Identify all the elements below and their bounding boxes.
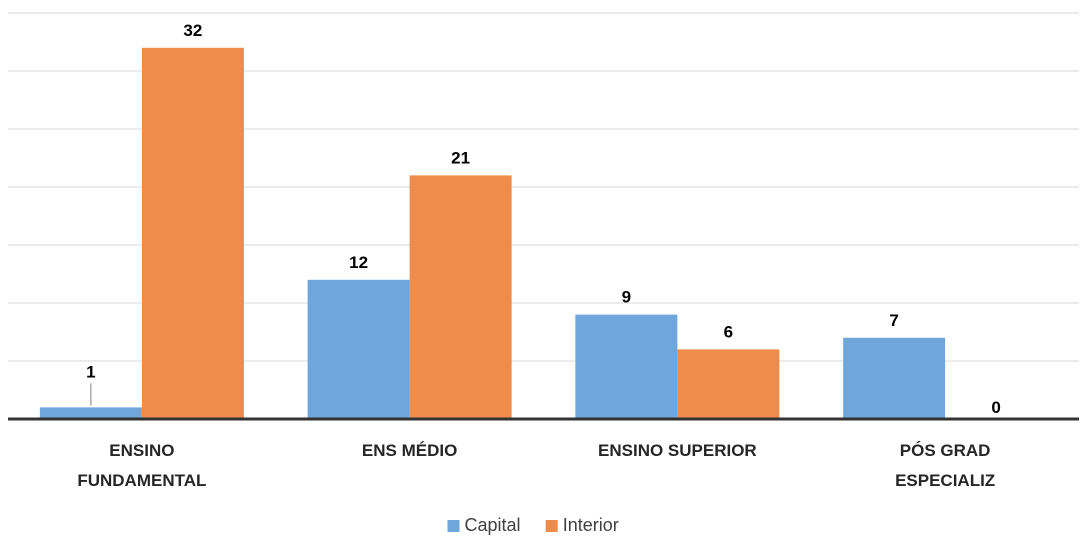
bar-capital-1 <box>307 279 410 419</box>
data-label-capital-2: 9 <box>622 288 631 307</box>
legend-label-interior: Interior <box>563 515 619 535</box>
bar-capital-3 <box>843 337 946 419</box>
category-labels: ENSINO FUNDAMENTAL ENS MÉDIO ENSINO SUPERIO… <box>77 441 995 490</box>
legend: Capital Interior <box>447 515 619 535</box>
legend-swatch-capital <box>447 520 460 532</box>
data-label-interior-3: 0 <box>991 398 1000 417</box>
bar-capital-2 <box>575 314 678 419</box>
bar-interior-2 <box>677 349 780 419</box>
category-label-0: FUNDAMENTAL <box>77 471 206 490</box>
legend-label-capital: Capital <box>465 515 521 535</box>
category-label-1: ENS MÉDIO <box>362 441 457 460</box>
data-label-capital-1: 12 <box>349 253 368 272</box>
data-label-interior-0: 32 <box>183 21 202 40</box>
data-label-interior-2: 6 <box>724 322 733 341</box>
category-label-2: ENSINO SUPERIOR <box>598 441 757 460</box>
bar-interior-0 <box>141 47 244 420</box>
category-label-3: ESPECIALIZ <box>895 471 995 490</box>
category-label-3: PÓS GRAD <box>900 441 991 460</box>
category-label-0: ENSINO <box>109 441 174 460</box>
legend-swatch-interior <box>545 520 558 532</box>
bar-interior-1 <box>409 175 512 419</box>
bars <box>39 47 946 420</box>
data-label-capital-0: 1 <box>86 362 95 381</box>
data-label-capital-3: 7 <box>889 311 898 330</box>
data-labels: 1 32 12 21 9 6 7 0 <box>86 21 1001 417</box>
bar-capital-0 <box>39 407 142 419</box>
data-label-interior-1: 21 <box>451 148 470 167</box>
